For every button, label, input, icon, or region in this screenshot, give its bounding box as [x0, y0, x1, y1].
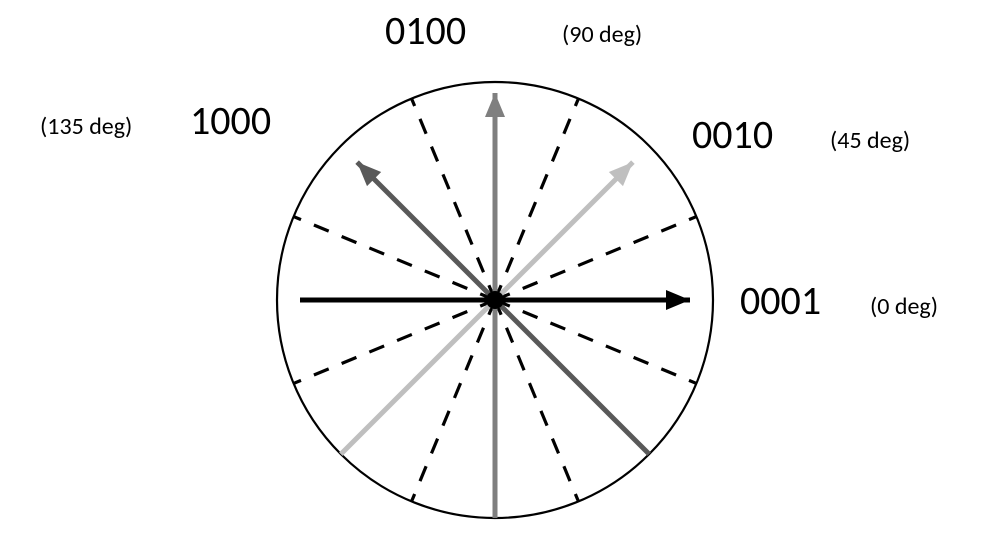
polarization-encoding-diagram: 0001 (0 deg) 0010 (45 deg) 0100 (90 deg) 1000 (… [0, 0, 1000, 545]
labels: 0001 (0 deg) 0010 (45 deg) 0100 (90 deg) 1000 (… [40, 6, 938, 325]
code-label: 0100 [385, 6, 466, 55]
degree-label: (45 deg) [830, 126, 910, 155]
arrow-45deg [341, 162, 633, 454]
degree-label: (135 deg) [40, 112, 132, 141]
center-dot [486, 291, 504, 309]
degree-label: (90 deg) [562, 20, 642, 49]
code-label: 0001 [740, 276, 821, 325]
arrow-135deg [357, 162, 649, 454]
code-label: 1000 [190, 96, 271, 145]
code-label: 0010 [692, 110, 773, 159]
degree-label: (0 deg) [870, 292, 938, 321]
arrowhead-90deg [485, 93, 505, 117]
arrowhead-0deg [666, 290, 690, 310]
